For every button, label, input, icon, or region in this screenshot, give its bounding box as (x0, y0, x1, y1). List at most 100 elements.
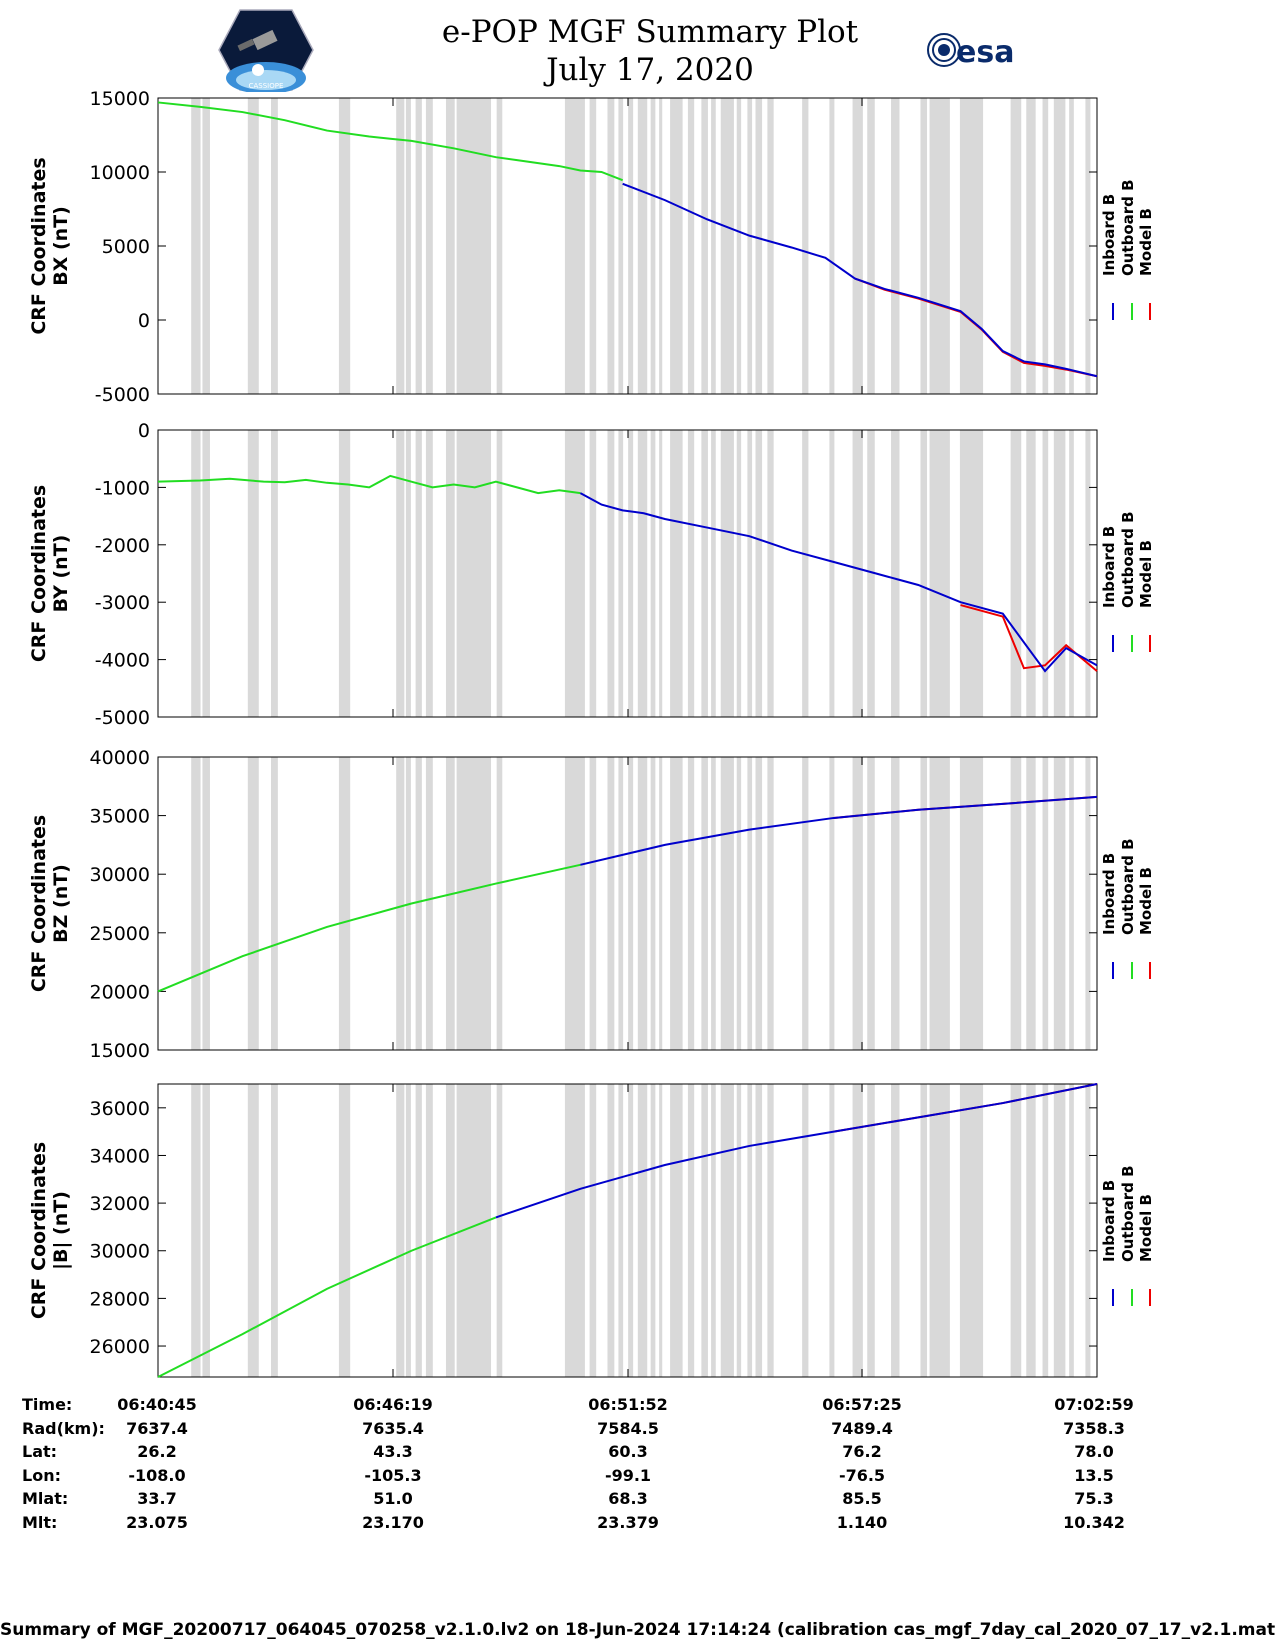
ephemeris-value: 7635.4 (362, 1419, 424, 1438)
data-gap-band (338, 1084, 351, 1377)
data-gap-band (670, 1084, 683, 1377)
data-gap-band (802, 430, 809, 717)
ephemeris-value: 76.2 (842, 1442, 881, 1461)
data-gap-band (711, 430, 716, 717)
y-tick-label: 34000 (90, 1145, 150, 1167)
y-tick-label: -3000 (95, 592, 150, 614)
y-tick-label: -5000 (95, 384, 150, 406)
data-gap-band (959, 430, 984, 717)
data-gap-band (607, 757, 615, 1050)
data-gap-band (747, 757, 753, 1050)
data-gap-band (701, 430, 708, 717)
data-gap-band (628, 1084, 634, 1377)
data-gap-band (929, 1084, 950, 1377)
y-tick-label: 32000 (90, 1193, 150, 1215)
y-axis-label-line1: CRF Coordinates (28, 1142, 50, 1319)
panel-1: -5000 0 5000 10000 15000 CRF CoordinatesBX (n… (28, 88, 1155, 406)
ephemeris-value: 1.140 (837, 1513, 888, 1532)
data-gap-band (1026, 430, 1036, 717)
ephemeris-value: -105.3 (364, 1466, 421, 1485)
data-gap-band (247, 1084, 259, 1377)
y-tick-label: -2000 (95, 535, 150, 557)
ephemeris-table: Time: Rad(km): Lat: Lon: Mlat: Mlt: 06:40:45 76… (22, 1395, 1134, 1532)
legend-label: Model B (1137, 867, 1155, 935)
data-gap-band (425, 98, 433, 394)
ephemeris-value: 23.379 (597, 1513, 659, 1532)
legend-label: Outboard B (1119, 1165, 1137, 1262)
data-gap-band (628, 430, 634, 717)
y-axis-label-line2: |B| (nT) (50, 1191, 72, 1270)
data-gap-band (191, 430, 201, 717)
data-gap-band (920, 757, 928, 1050)
data-gap-band (637, 1084, 648, 1377)
data-gap-band (711, 98, 716, 394)
data-gap-band (191, 757, 201, 1050)
y-tick-label: 36000 (90, 1098, 150, 1120)
data-gap-band (191, 1084, 201, 1377)
data-gap-band (618, 98, 624, 394)
y-tick-label: -1000 (95, 477, 150, 499)
data-gap-band (767, 757, 774, 1050)
y-tick-label: -4000 (95, 650, 150, 672)
data-gap-band (270, 757, 278, 1050)
data-gap-band (802, 1084, 809, 1377)
data-gap-band (867, 1084, 875, 1377)
data-gap-band (338, 757, 351, 1050)
legend-label: Inboard B (1100, 526, 1118, 608)
data-gap-band (405, 430, 411, 717)
series-line-outboard-b (157, 1216, 497, 1378)
data-gap-band (659, 98, 663, 394)
y-axis-label: CRF Coordinates|B| (nT) (28, 1142, 72, 1319)
data-gap-band (711, 1084, 716, 1377)
data-gap-band (701, 757, 708, 1050)
data-gap-band (415, 430, 422, 717)
esa-logo-text: esa (956, 35, 1014, 70)
plot-title: e-POP MGF Summary Plot (441, 14, 859, 50)
data-gap-band (247, 757, 259, 1050)
legend-label: Outboard B (1119, 179, 1137, 276)
data-gap-band (829, 430, 835, 717)
ephemeris-value: 7358.3 (1063, 1419, 1125, 1438)
data-gap-band (891, 757, 900, 1050)
data-gap-band (829, 757, 835, 1050)
panel-frame (157, 97, 1098, 395)
data-gap-band (650, 98, 656, 394)
data-gap-band (1042, 430, 1049, 717)
ephemeris-value: 13.5 (1074, 1466, 1113, 1485)
data-gap-band (929, 757, 950, 1050)
data-gap-band (1069, 757, 1074, 1050)
ephemeris-row-label: Lat: (22, 1442, 57, 1461)
ephemeris-value: 06:40:45 (117, 1395, 197, 1414)
data-gap-band (589, 1084, 597, 1377)
data-gap-band (618, 430, 624, 717)
data-gap-band (396, 757, 405, 1050)
panel-3: 15000 20000 25000 30000 35000 40000 CRF Coordi… (28, 747, 1155, 1062)
data-gap-band (670, 430, 683, 717)
data-gap-band (496, 98, 503, 394)
ephemeris-value: 7637.4 (126, 1419, 188, 1438)
data-gap-band (959, 98, 984, 394)
data-gap-band (637, 757, 648, 1050)
data-gap-band (852, 430, 863, 717)
data-gap-band (628, 757, 634, 1050)
y-axis-label: CRF CoordinatesBY (nT) (28, 485, 72, 662)
data-gap-band (270, 430, 278, 717)
ephemeris-value: -99.1 (605, 1466, 651, 1485)
y-tick-label: 25000 (90, 923, 150, 945)
series-line-outboard-b (157, 474, 581, 495)
data-gap-band (802, 757, 809, 1050)
data-gap-band (929, 430, 950, 717)
data-gap-band (1010, 757, 1022, 1050)
data-gap-band (589, 98, 597, 394)
data-gap-band (1085, 430, 1091, 717)
data-gap-band (637, 430, 648, 717)
ephemeris-value: 23.075 (126, 1513, 188, 1532)
data-gap-band (720, 1084, 734, 1377)
data-gap-band (247, 98, 259, 394)
data-gap-band (659, 1084, 663, 1377)
y-tick-label: 0 (138, 310, 150, 332)
data-gap-band (755, 98, 763, 394)
data-gap-band (637, 98, 648, 394)
data-gap-band (650, 430, 656, 717)
data-gap-band (607, 1084, 615, 1377)
